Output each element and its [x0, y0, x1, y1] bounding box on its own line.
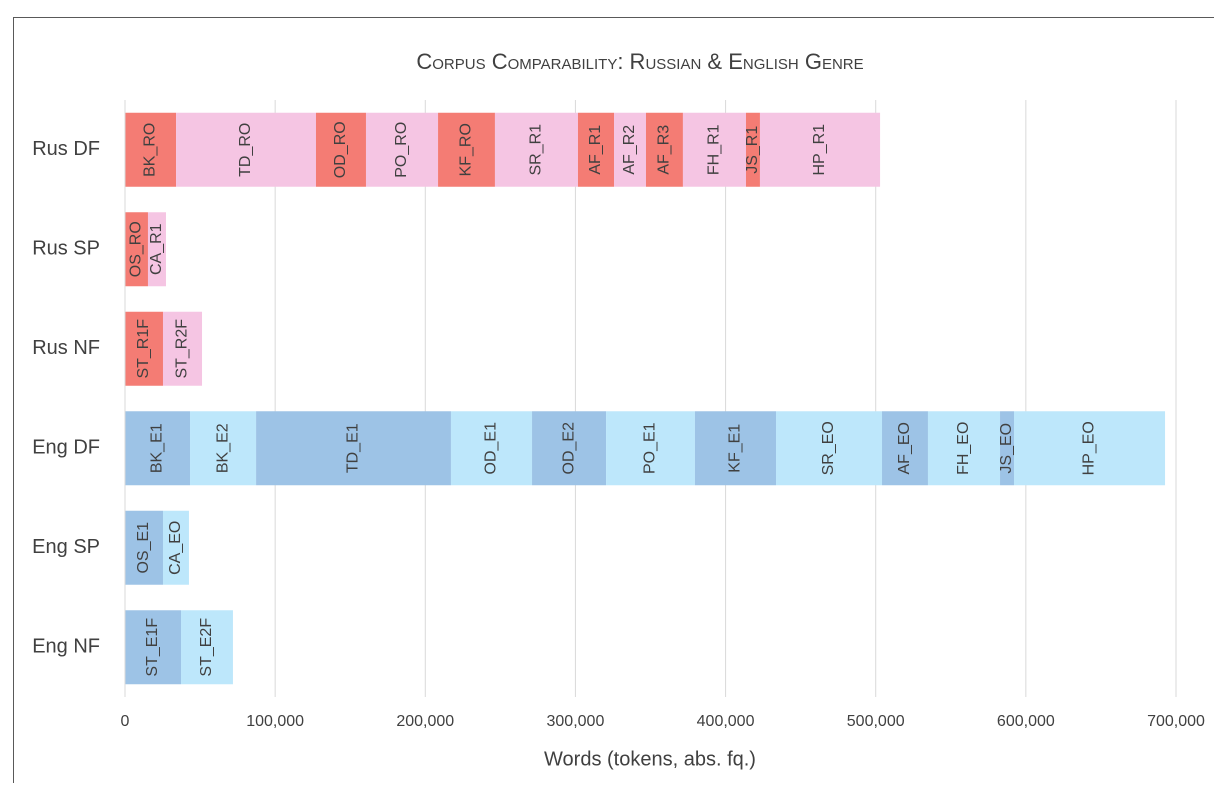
y-tick-label: Rus DF	[32, 138, 100, 160]
segment-label: HP_EO	[1081, 421, 1098, 475]
segment-label: TD_E1	[345, 423, 362, 473]
y-tick-label: Rus SP	[32, 238, 100, 260]
segment-label: ST_R2F	[174, 319, 191, 379]
chart-title: Corpus Comparability: Russian & English …	[416, 49, 863, 74]
y-tick-label: Rus NF	[32, 337, 100, 359]
segment-label: SR_EO	[820, 421, 837, 475]
segment-label: OD_E2	[560, 422, 577, 475]
segment-label: OD_E1	[483, 422, 500, 475]
y-tick-label: Eng NF	[32, 636, 100, 658]
segment-label: OS_E1	[135, 522, 152, 574]
segment-label: ST_E1F	[144, 618, 161, 677]
segment-label: AF_R2	[621, 125, 638, 175]
segment-label: CA_R1	[148, 223, 165, 275]
segment-label: CA_EO	[167, 521, 184, 575]
segment-label: KF_E1	[727, 424, 744, 473]
segment-label: AF_EO	[896, 422, 913, 474]
x-tick-label: 100,000	[246, 713, 304, 730]
x-tick-label: 400,000	[697, 713, 755, 730]
segment-label: BK_RO	[142, 123, 159, 177]
x-tick-label: 0	[121, 713, 130, 730]
y-tick-label: Eng SP	[32, 536, 100, 558]
segment-label: HP_R1	[811, 124, 828, 176]
segment-label: AF_R1	[587, 125, 604, 175]
x-tick-label: 700,000	[1147, 713, 1205, 730]
segment-label: FH_EO	[955, 422, 972, 475]
segment-label: KF_RO	[458, 123, 475, 176]
segment-label: PO_RO	[393, 122, 410, 178]
segment-label: TD_RO	[237, 123, 254, 177]
x-tick-label: 500,000	[847, 713, 905, 730]
segment-label: BK_E2	[214, 423, 231, 473]
segment-label: ST_E2F	[198, 618, 215, 677]
x-tick-label: 600,000	[997, 713, 1055, 730]
y-tick-label: Eng DF	[32, 437, 100, 459]
segment-label: OD_RO	[332, 121, 349, 178]
segment-label: ST_R1F	[135, 319, 152, 379]
x-tick-label: 200,000	[396, 713, 454, 730]
segment-label: SR_R1	[528, 124, 545, 176]
x-tick-label: 300,000	[547, 713, 605, 730]
segment-label: AF_R3	[656, 125, 673, 175]
segment-label: FH_R1	[706, 124, 723, 175]
segment-label: BK_E1	[149, 423, 166, 473]
segment-label: PO_E1	[642, 422, 659, 474]
segment-label: OS_RO	[128, 221, 145, 277]
segment-label: JS_EO	[998, 423, 1015, 474]
x-axis-label: Words (tokens, abs. fq.)	[544, 748, 756, 770]
segment-label: JS_R1	[744, 126, 761, 174]
